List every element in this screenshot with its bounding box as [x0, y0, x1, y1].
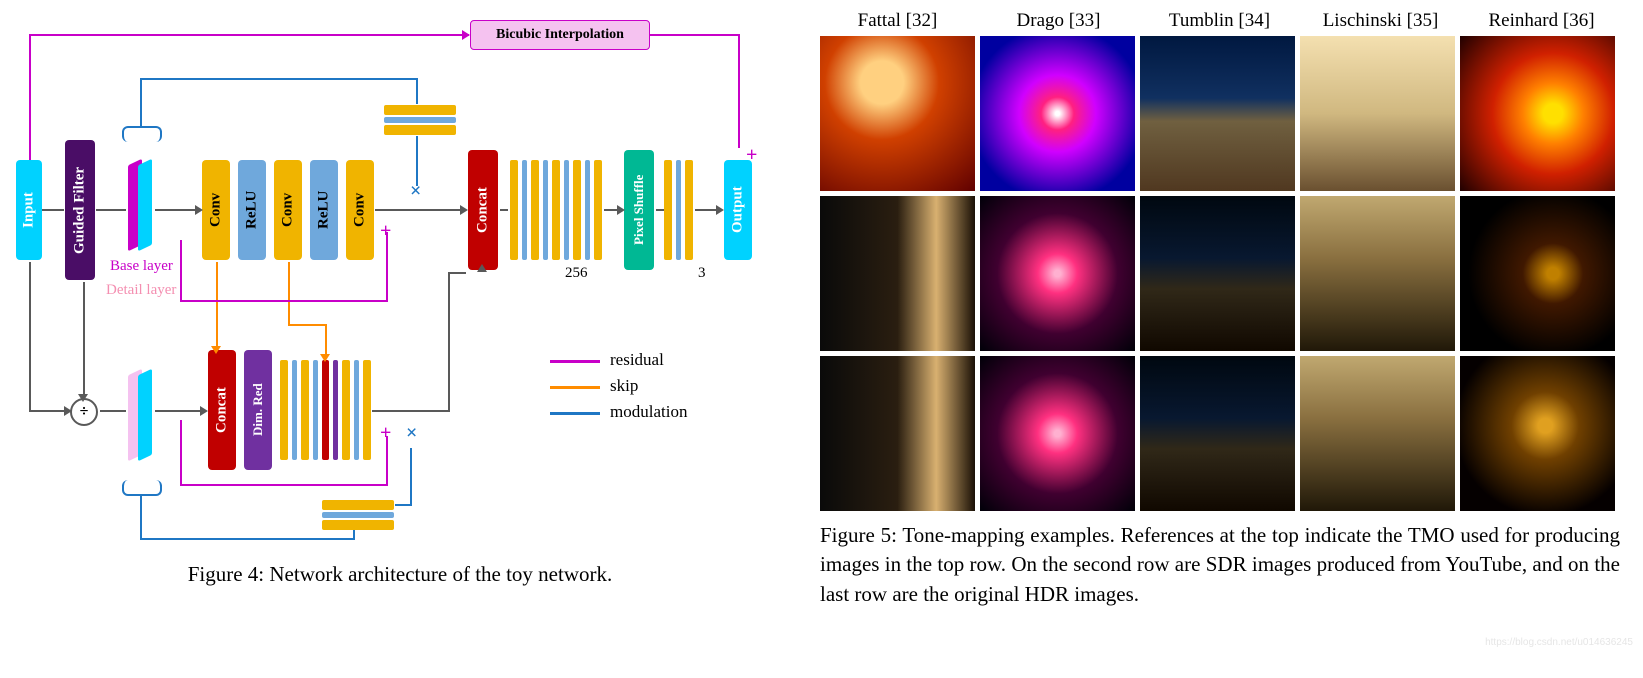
- channels-256: 256: [565, 265, 588, 282]
- output-block: Output: [724, 160, 752, 260]
- column-header-3: Lischinski [35]: [1303, 10, 1458, 32]
- column-header-1: Drago [33]: [981, 10, 1136, 32]
- thumbnail-r1-c0: [820, 196, 975, 351]
- thumbnail-r1-c3: [1300, 196, 1455, 351]
- thumbnail-row-1: [820, 196, 1620, 351]
- thumbnail-row-0: [820, 36, 1620, 191]
- thumbnail-r1-c1: [980, 196, 1135, 351]
- thumbnail-r0-c1: [980, 36, 1135, 191]
- dimred-block: Dim. Red: [244, 350, 272, 470]
- legend: residual skip modulation: [550, 350, 687, 422]
- thumbnail-r2-c1: [980, 356, 1135, 511]
- thumbnail-r1-c4: [1460, 196, 1615, 351]
- column-header-2: Tumblin [34]: [1142, 10, 1297, 32]
- detail-layer-label: Detail layer: [106, 282, 176, 299]
- thumbnail-r0-c4: [1460, 36, 1615, 191]
- column-header-0: Fattal [32]: [820, 10, 975, 32]
- figure5-panel: Fattal [32] Drago [33] Tumblin [34] Lischin…: [820, 10, 1620, 668]
- figure5-grid: Fattal [32] Drago [33] Tumblin [34] Lischin…: [820, 10, 1620, 511]
- legend-residual: residual: [610, 350, 664, 369]
- pixel-shuffle-block: Pixel Shuffle: [624, 150, 654, 270]
- column-header-4: Reinhard [36]: [1464, 10, 1619, 32]
- network-diagram: Input Guided Filter Bicubic Interpolatio…: [10, 10, 770, 550]
- relu2-top: ReLU: [310, 160, 338, 260]
- conv3-top: Conv: [346, 160, 374, 260]
- thumbnail-r2-c0: [820, 356, 975, 511]
- thumbnail-r2-c2: [1140, 356, 1295, 511]
- guided-filter-block: Guided Filter: [65, 140, 95, 280]
- divide-op: ÷: [70, 398, 98, 426]
- thumbnail-r1-c2: [1140, 196, 1295, 351]
- base-layer-label: Base layer: [110, 258, 173, 275]
- thumbnail-r0-c2: [1140, 36, 1295, 191]
- thumbnail-r2-c3: [1300, 356, 1455, 511]
- relu1-top: ReLU: [238, 160, 266, 260]
- thumbnail-row-2: [820, 356, 1620, 511]
- thumbnail-r0-c0: [820, 36, 975, 191]
- legend-modulation: modulation: [610, 402, 687, 421]
- bicubic-block: Bicubic Interpolation: [470, 20, 650, 50]
- watermark: https://blog.csdn.net/u014636245: [1485, 637, 1633, 648]
- figure4-panel: Input Guided Filter Bicubic Interpolatio…: [10, 10, 790, 668]
- figure5-headers: Fattal [32] Drago [33] Tumblin [34] Lischin…: [820, 10, 1620, 32]
- input-block: Input: [16, 160, 42, 260]
- channels-3: 3: [698, 265, 706, 282]
- thumbnail-r2-c4: [1460, 356, 1615, 511]
- thumbnail-r0-c3: [1300, 36, 1455, 191]
- concat-bottom: Concat: [208, 350, 236, 470]
- concat-block: Concat: [468, 150, 498, 270]
- figure4-caption: Figure 4: Network architecture of the to…: [10, 560, 790, 589]
- figure5-caption: Figure 5: Tone-mapping examples. Referen…: [820, 521, 1620, 609]
- conv1-top: Conv: [202, 160, 230, 260]
- legend-skip: skip: [610, 376, 638, 395]
- conv2-top: Conv: [274, 160, 302, 260]
